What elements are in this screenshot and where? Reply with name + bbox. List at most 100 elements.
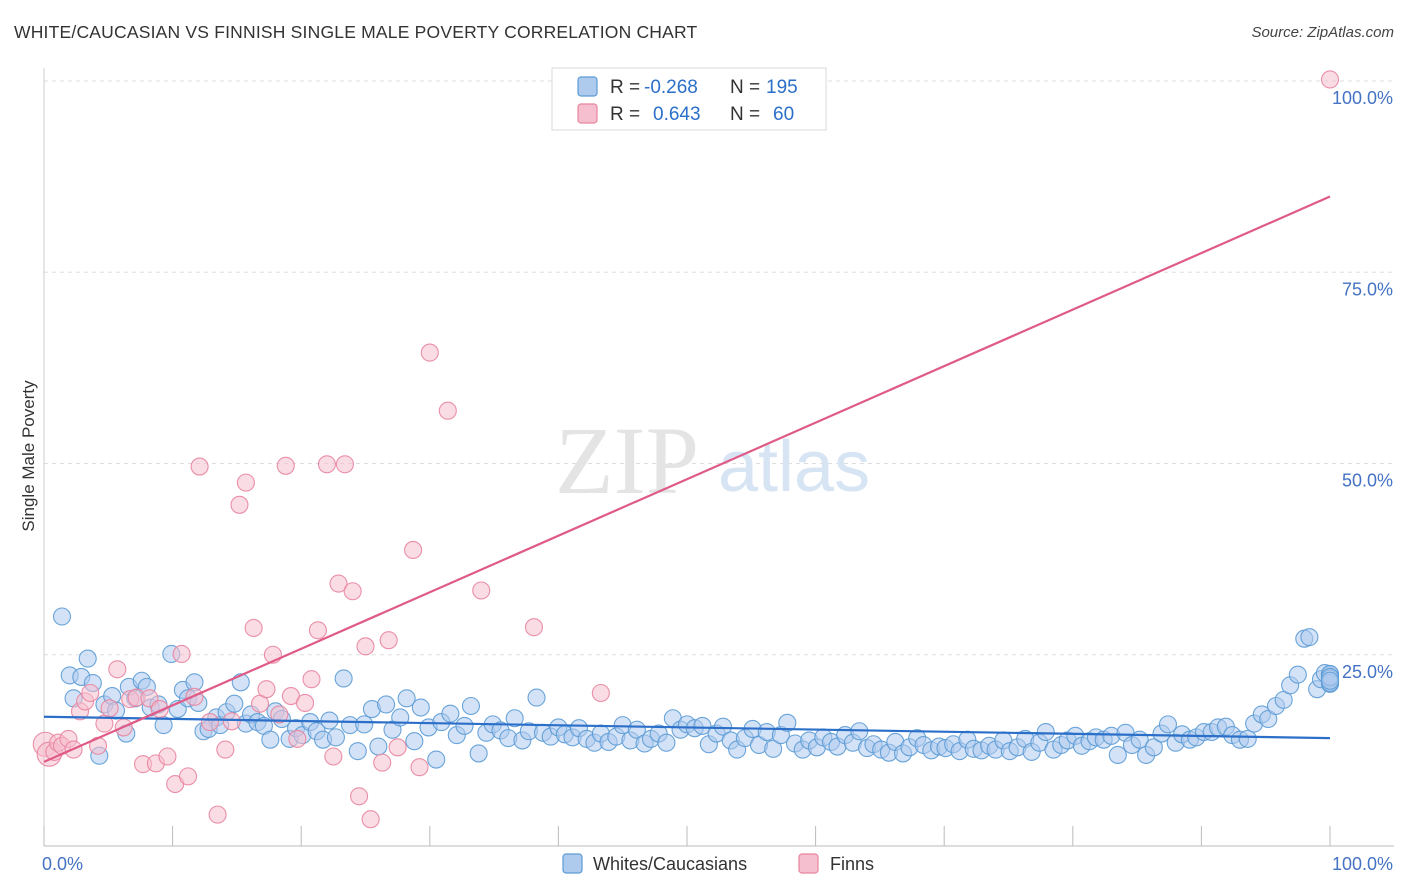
point-whites: [1288, 665, 1307, 684]
legend-n-value-1: 195: [766, 77, 798, 98]
y-tick-label: 25.0%: [1342, 662, 1393, 682]
legend-swatch-pink: [577, 103, 598, 124]
point-whites: [326, 728, 345, 747]
point-finns: [302, 670, 321, 689]
point-whites: [397, 689, 416, 708]
trend-line-whites: [43, 715, 1331, 740]
legend-r-label-1: R =: [610, 77, 640, 98]
grid-lines: [44, 80, 1394, 656]
y-tick-label: 100.0%: [1332, 88, 1393, 108]
point-finns: [404, 540, 423, 559]
legend-n-value-2: 60: [773, 104, 794, 125]
legend-n-label-1: N =: [730, 77, 760, 98]
point-finns: [356, 637, 375, 656]
point-whites: [1320, 671, 1340, 690]
point-whites: [348, 742, 367, 761]
point-finns: [230, 495, 249, 514]
legend-r-label-2: R =: [610, 104, 640, 125]
point-finns: [216, 740, 235, 759]
point-whites: [1158, 715, 1178, 734]
point-finns: [270, 705, 289, 724]
point-finns: [329, 574, 348, 593]
trend-lines: [43, 195, 1331, 763]
point-finns: [172, 644, 191, 664]
legend-n-label-2: N =: [730, 104, 760, 125]
point-whites: [527, 688, 546, 707]
data-points: [32, 70, 1340, 829]
point-finns: [317, 455, 336, 474]
point-finns: [420, 343, 439, 362]
point-finns: [108, 660, 127, 679]
watermark-atlas: atlas: [718, 427, 870, 507]
point-whites: [1300, 628, 1319, 647]
point-finns: [222, 712, 241, 731]
point-finns: [81, 683, 100, 703]
point-finns: [361, 810, 380, 829]
point-whites: [764, 739, 783, 758]
point-finns: [350, 787, 369, 806]
legend-box: [551, 67, 827, 131]
point-finns: [158, 747, 177, 766]
point-finns: [524, 618, 544, 637]
point-finns: [591, 683, 610, 703]
y-tick-label: 75.0%: [1342, 279, 1393, 299]
bottom-legend-swatch-whites: [562, 853, 583, 874]
point-whites: [693, 716, 712, 735]
legend-r-value-1: -0.268: [644, 77, 698, 98]
point-whites: [778, 713, 797, 732]
point-whites: [411, 698, 430, 717]
point-whites: [369, 737, 388, 756]
point-whites: [469, 744, 488, 763]
point-whites: [713, 717, 733, 736]
point-finns: [236, 473, 255, 492]
series-legend: Whites/Caucasians Finns: [562, 853, 874, 874]
bottom-legend-label-whites: Whites/Caucasians: [593, 854, 747, 874]
trend-line-finns: [43, 195, 1331, 763]
point-whites: [1036, 722, 1055, 742]
point-whites: [505, 709, 524, 728]
point-whites: [78, 649, 97, 668]
point-whites: [377, 695, 396, 714]
y-axis-label: Single Male Poverty: [19, 380, 38, 532]
bottom-legend-swatch-finns: [798, 853, 819, 874]
watermark: ZIP atlas: [555, 407, 870, 514]
bottom-legend-label-finns: Finns: [830, 854, 874, 874]
point-whites: [455, 716, 474, 735]
x-tick-label: 100.0%: [1332, 854, 1393, 874]
point-whites: [1238, 729, 1257, 748]
point-whites: [427, 750, 446, 769]
chart-title: WHITE/CAUCASIAN VS FINNISH SINGLE MALE P…: [14, 22, 698, 42]
point-whites: [461, 696, 481, 716]
point-finns: [324, 747, 343, 766]
point-finns: [100, 699, 119, 718]
legend-swatch-blue: [577, 76, 598, 97]
point-whites: [225, 694, 244, 713]
point-whites: [52, 607, 72, 626]
point-whites: [355, 715, 374, 734]
point-whites: [657, 733, 676, 752]
point-finns: [1320, 70, 1340, 89]
y-tick-label: 50.0%: [1342, 471, 1393, 491]
point-finns: [308, 621, 327, 640]
point-finns: [288, 729, 307, 748]
point-finns: [343, 582, 362, 601]
point-finns: [190, 457, 209, 476]
point-finns: [373, 753, 392, 772]
x-tick-label: 0.0%: [42, 854, 83, 874]
source-label: Source: ZipAtlas.com: [1251, 24, 1394, 41]
watermark-zip: ZIP: [555, 407, 699, 514]
tick-labels: 25.0% 50.0% 75.0% 100.0% 0.0% 100.0%: [42, 88, 1393, 874]
series-whites: [52, 607, 1340, 769]
point-finns: [296, 693, 315, 712]
point-finns: [472, 581, 491, 600]
point-finns: [244, 618, 263, 638]
point-finns: [379, 631, 398, 650]
point-whites: [1108, 745, 1127, 765]
point-finns: [410, 758, 429, 777]
point-finns: [438, 401, 457, 420]
point-finns: [200, 713, 219, 732]
point-finns: [257, 680, 276, 699]
point-finns: [208, 805, 227, 824]
point-finns: [335, 455, 354, 474]
